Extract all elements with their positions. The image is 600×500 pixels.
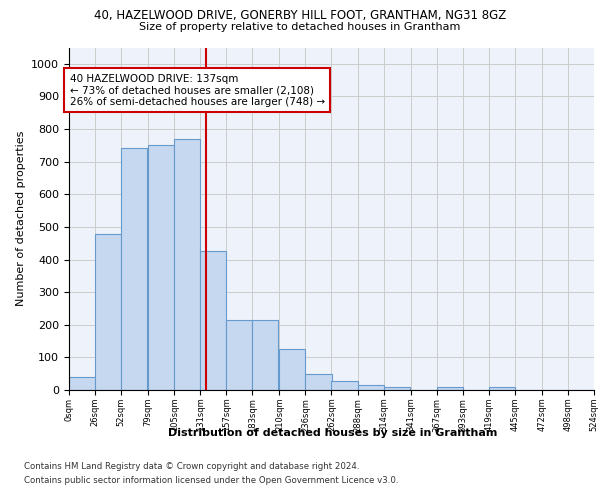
Bar xyxy=(174,139,200,390)
Y-axis label: Number of detached properties: Number of detached properties xyxy=(16,131,26,306)
Bar xyxy=(148,146,174,390)
Text: Contains public sector information licensed under the Open Government Licence v3: Contains public sector information licen… xyxy=(24,476,398,485)
Text: Size of property relative to detached houses in Grantham: Size of property relative to detached ho… xyxy=(139,22,461,32)
Bar xyxy=(253,320,278,390)
Text: Contains HM Land Registry data © Crown copyright and database right 2024.: Contains HM Land Registry data © Crown c… xyxy=(24,462,359,471)
Bar xyxy=(383,386,410,390)
Bar xyxy=(331,381,358,390)
Bar xyxy=(69,377,95,390)
Bar xyxy=(280,349,305,390)
Bar xyxy=(121,148,147,390)
Bar xyxy=(305,374,331,390)
Bar xyxy=(226,320,253,390)
Bar xyxy=(489,388,515,390)
Bar xyxy=(200,252,226,390)
Text: 40, HAZELWOOD DRIVE, GONERBY HILL FOOT, GRANTHAM, NG31 8GZ: 40, HAZELWOOD DRIVE, GONERBY HILL FOOT, … xyxy=(94,9,506,22)
Text: 40 HAZELWOOD DRIVE: 137sqm
← 73% of detached houses are smaller (2,108)
26% of s: 40 HAZELWOOD DRIVE: 137sqm ← 73% of deta… xyxy=(70,74,325,107)
Text: Distribution of detached houses by size in Grantham: Distribution of detached houses by size … xyxy=(169,428,497,438)
Bar xyxy=(358,385,383,390)
Bar xyxy=(437,388,463,390)
Bar xyxy=(95,234,121,390)
